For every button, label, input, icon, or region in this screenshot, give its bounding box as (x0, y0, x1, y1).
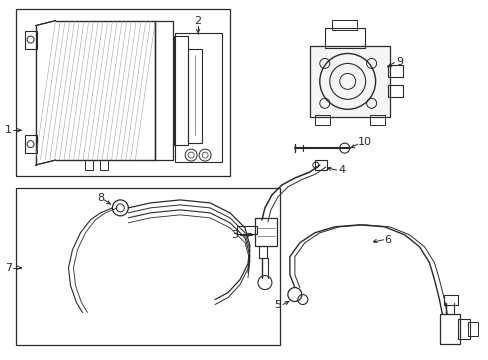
Text: 8: 8 (97, 193, 104, 203)
Bar (387, 85, 402, 97)
Bar (175, 32, 222, 162)
Bar (457, 319, 469, 339)
Bar (174, 36, 188, 145)
Bar (440, 315, 459, 345)
Bar (259, 246, 266, 258)
Bar (188, 49, 202, 143)
Text: 5: 5 (274, 300, 281, 310)
Bar (444, 294, 457, 305)
Text: 2: 2 (194, 15, 201, 26)
Bar (324, 28, 364, 48)
Bar (254, 218, 276, 246)
Bar (237, 226, 256, 234)
Bar (16, 9, 229, 176)
Text: 7: 7 (5, 263, 12, 273)
Text: 6: 6 (383, 235, 390, 245)
Bar (309, 45, 389, 117)
Text: 9: 9 (395, 58, 402, 67)
Bar (16, 188, 279, 345)
Bar (155, 21, 173, 160)
Bar (468, 323, 477, 336)
Bar (85, 160, 93, 170)
Bar (314, 160, 326, 170)
Text: 3: 3 (231, 230, 238, 240)
Text: 10: 10 (357, 137, 371, 147)
Bar (24, 135, 37, 153)
Text: 1: 1 (5, 125, 12, 135)
Bar (100, 160, 108, 170)
Bar (24, 31, 37, 49)
Bar (369, 115, 384, 125)
Bar (387, 66, 402, 77)
Bar (331, 20, 356, 30)
Text: 4: 4 (338, 165, 345, 175)
Bar (314, 115, 329, 125)
